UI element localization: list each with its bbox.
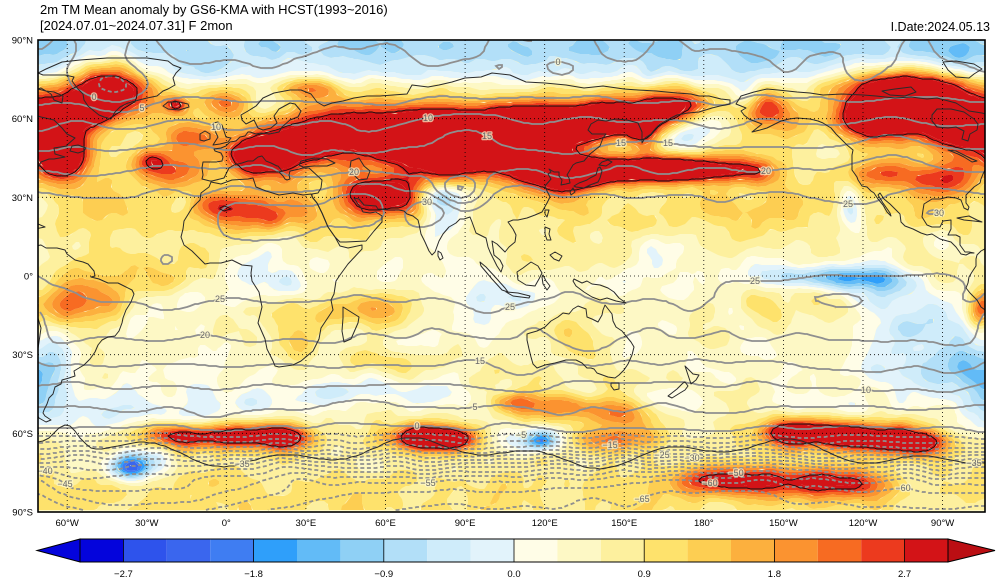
svg-text:25: 25	[750, 276, 760, 286]
svg-text:−15: −15	[602, 440, 617, 450]
svg-text:25: 25	[843, 199, 853, 209]
svg-text:−30: −30	[684, 453, 699, 463]
svg-text:120°E: 120°E	[532, 518, 558, 529]
svg-text:30: 30	[422, 197, 432, 207]
svg-text:2m TM Mean anomaly by GS6-KMA: 2m TM Mean anomaly by GS6-KMA with HCST(…	[40, 2, 388, 17]
svg-text:15: 15	[482, 131, 492, 141]
svg-text:20: 20	[200, 330, 210, 340]
svg-text:60°W: 60°W	[56, 518, 79, 529]
svg-text:20: 20	[761, 166, 771, 176]
svg-text:−2.7: −2.7	[114, 569, 133, 580]
svg-text:90°S: 90°S	[12, 508, 33, 519]
svg-text:25: 25	[215, 294, 225, 304]
svg-text:60°E: 60°E	[375, 518, 396, 529]
svg-text:0: 0	[91, 92, 96, 102]
svg-text:−25: −25	[654, 450, 669, 460]
svg-text:0: 0	[414, 421, 419, 431]
svg-text:−35: −35	[234, 459, 249, 469]
svg-text:150°E: 150°E	[611, 518, 637, 529]
svg-text:−40: −40	[37, 466, 52, 476]
svg-text:10: 10	[423, 113, 433, 123]
svg-text:60°S: 60°S	[12, 429, 33, 440]
svg-text:1.8: 1.8	[768, 569, 781, 580]
svg-text:20: 20	[349, 167, 359, 177]
svg-text:−55: −55	[420, 478, 435, 488]
svg-text:30°W: 30°W	[135, 518, 158, 529]
svg-text:0.9: 0.9	[638, 569, 651, 580]
svg-text:−5: −5	[516, 430, 526, 440]
svg-text:30°S: 30°S	[12, 350, 33, 361]
svg-text:180°: 180°	[694, 518, 714, 529]
svg-text:0.0: 0.0	[507, 569, 520, 580]
svg-text:15: 15	[663, 138, 673, 148]
svg-text:5: 5	[472, 402, 477, 412]
svg-text:30: 30	[934, 208, 944, 218]
svg-text:−60: −60	[895, 483, 910, 493]
svg-text:15: 15	[475, 356, 485, 366]
svg-text:90°E: 90°E	[455, 518, 476, 529]
svg-text:120°W: 120°W	[849, 518, 878, 529]
svg-text:60°N: 60°N	[12, 114, 33, 125]
svg-text:−45: −45	[57, 479, 72, 489]
svg-text:−65: −65	[634, 494, 649, 504]
svg-text:−60: −60	[702, 478, 717, 488]
svg-text:−35: −35	[966, 458, 981, 468]
svg-text:15: 15	[616, 138, 626, 148]
svg-text:5: 5	[139, 103, 144, 113]
svg-text:I.Date:2024.05.13: I.Date:2024.05.13	[891, 20, 990, 34]
svg-text:10: 10	[211, 122, 221, 132]
svg-text:0°: 0°	[24, 272, 33, 283]
svg-text:[2024.07.01~2024.07.31] F 2mon: [2024.07.01~2024.07.31] F 2mon	[40, 18, 233, 33]
svg-text:−1.8: −1.8	[244, 569, 263, 580]
svg-text:−0.9: −0.9	[374, 569, 393, 580]
svg-text:0: 0	[555, 57, 560, 67]
svg-text:30°E: 30°E	[296, 518, 317, 529]
svg-text:90°W: 90°W	[931, 518, 954, 529]
svg-text:25: 25	[505, 302, 515, 312]
svg-text:0°: 0°	[222, 518, 231, 529]
svg-text:90°N: 90°N	[12, 36, 33, 47]
svg-text:−50: −50	[728, 468, 743, 478]
svg-text:30°N: 30°N	[12, 193, 33, 204]
svg-text:2.7: 2.7	[898, 569, 911, 580]
svg-text:10: 10	[861, 385, 871, 395]
svg-text:150°W: 150°W	[769, 518, 798, 529]
